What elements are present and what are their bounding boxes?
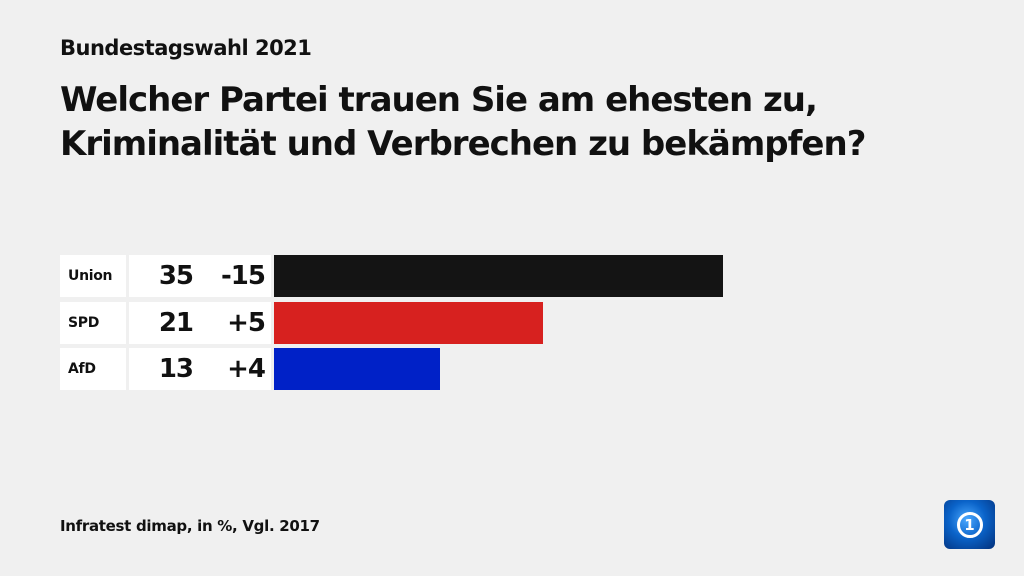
value-cell: 35 -15: [129, 255, 271, 297]
change-value: +4: [227, 354, 266, 384]
party-label: AfD: [60, 348, 126, 390]
bar-row-spd: SPD 21 +5: [60, 301, 723, 344]
change-value: -15: [221, 261, 266, 291]
chart-subtitle: Bundestagswahl 2021: [60, 36, 312, 60]
tagesschau-logo-icon: 1: [944, 500, 995, 549]
percent-value: 13: [158, 354, 194, 384]
party-label: Union: [60, 255, 126, 297]
bar-row-afd: AfD 13 +4: [60, 348, 723, 390]
bar-chart: Union 35 -15 SPD 21 +5 AfD 13 +4: [60, 255, 723, 395]
bar-spd: [274, 301, 543, 344]
value-cell: 13 +4: [129, 348, 271, 390]
ard-one-icon: 1: [956, 511, 983, 538]
party-label: SPD: [60, 301, 126, 344]
chart-title: Welcher Partei trauen Sie am ehesten zu,…: [60, 78, 866, 166]
bar-union: [274, 255, 723, 297]
percent-value: 21: [158, 307, 194, 338]
bar-row-union: Union 35 -15: [60, 255, 723, 297]
percent-value: 35: [158, 261, 194, 291]
source-note: Infratest dimap, in %, Vgl. 2017: [60, 517, 320, 535]
chart-title-line-1: Welcher Partei trauen Sie am ehesten zu,: [60, 80, 818, 120]
bar-afd: [274, 348, 440, 390]
value-cell: 21 +5: [129, 301, 271, 344]
chart-title-line-2: Kriminalität und Verbrechen zu bekämpfen…: [60, 124, 866, 164]
change-value: +5: [227, 307, 266, 338]
